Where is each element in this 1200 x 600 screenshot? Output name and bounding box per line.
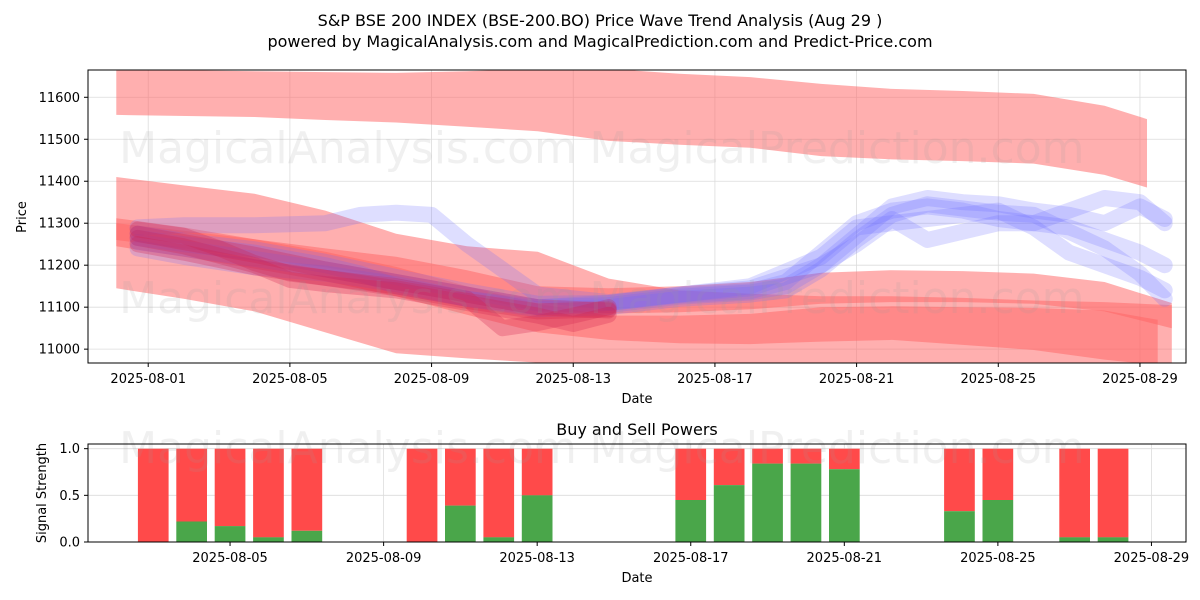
price-y-tick-label: 11300 xyxy=(39,217,80,232)
chart-title-line2: powered by MagicalAnalysis.com and Magic… xyxy=(267,32,932,51)
signal-plot-frame xyxy=(87,443,1187,543)
price-x-tick-label: 2025-08-05 xyxy=(252,372,328,387)
price-trend-lines xyxy=(129,190,1173,337)
buy-power-bar xyxy=(713,485,745,542)
price-y-tick-label: 11200 xyxy=(39,259,80,274)
price-xlabel: Date xyxy=(621,392,652,407)
signal-x-tick-label: 2025-08-17 xyxy=(653,551,729,566)
buy-power-bar xyxy=(675,500,707,542)
sell-power-bar xyxy=(406,448,438,542)
blue-trend-line xyxy=(129,204,1173,311)
signal-ylabel: Signal Strength xyxy=(35,443,50,543)
sell-power-bar xyxy=(137,448,169,542)
sell-power-bar xyxy=(483,448,515,538)
price-x-tick-label: 2025-08-21 xyxy=(819,372,895,387)
buy-power-bar xyxy=(214,526,246,542)
sell-power-bar xyxy=(675,448,707,500)
price-x-tick-label: 2025-08-29 xyxy=(1102,372,1178,387)
price-y-tick-label: 11100 xyxy=(39,301,80,316)
sell-power-bar xyxy=(445,448,476,506)
price-x-tick-label: 2025-08-25 xyxy=(960,372,1036,387)
price-x-tick-label: 2025-08-09 xyxy=(394,372,470,387)
price-ylabel: Price xyxy=(15,201,30,233)
watermark-analysis-mid: MagicalAnalysis.com xyxy=(119,273,577,324)
blue-trend-line xyxy=(129,196,1173,318)
sell-power-bar xyxy=(253,448,284,538)
sell-power-bar xyxy=(829,448,860,470)
price-plot-frame xyxy=(87,69,1187,364)
buy-power-bar xyxy=(521,495,553,542)
sell-power-bar xyxy=(713,448,745,486)
price-axes: 2025-08-01 2025-08-05 2025-08-09 2025-08-13… xyxy=(39,91,1178,387)
red-trend-line xyxy=(129,221,617,320)
watermark-prediction-mid: MagicalPrediction.com xyxy=(590,273,1085,324)
price-y-tick-label: 11000 xyxy=(39,343,80,358)
sell-power-bar xyxy=(982,448,1014,500)
buy-power-bar xyxy=(752,463,783,542)
price-x-tick-label: 2025-08-01 xyxy=(110,372,186,387)
signal-y-tick-label: 0.5 xyxy=(59,489,80,504)
sell-power-bar xyxy=(944,448,975,512)
lower-chart-title: Buy and Sell Powers xyxy=(556,420,718,439)
price-panel: MagicalAnalysis.com MagicalPrediction.co… xyxy=(15,69,1187,407)
signal-panel: MagicalAnalysis.com MagicalPrediction.co… xyxy=(35,423,1189,586)
buy-power-bar xyxy=(1059,537,1090,542)
sell-power-bar xyxy=(291,448,323,531)
buy-power-bar xyxy=(829,469,860,542)
buy-power-bar xyxy=(483,537,515,542)
sell-power-bar xyxy=(521,448,553,496)
red-trend-line xyxy=(129,229,617,332)
buy-power-bar xyxy=(944,511,975,542)
red-trend-line xyxy=(129,225,617,319)
buy-power-bar xyxy=(1097,537,1129,542)
signal-axes: 2025-08-05 2025-08-09 2025-08-13 2025-08-17… xyxy=(59,442,1189,566)
price-x-tick-label: 2025-08-13 xyxy=(535,372,611,387)
signal-bars xyxy=(137,448,1129,542)
signal-x-tick-label: 2025-08-13 xyxy=(499,551,575,566)
watermark-prediction-top: MagicalPrediction.com xyxy=(590,123,1085,174)
red-price-band xyxy=(116,218,1158,363)
sell-power-bar xyxy=(214,448,246,527)
watermark-analysis-bottom: MagicalAnalysis.com xyxy=(119,423,577,474)
buy-power-bar xyxy=(982,500,1014,542)
blue-trend-line xyxy=(129,202,1173,316)
buy-power-bar xyxy=(291,530,323,542)
signal-x-tick-label: 2025-08-21 xyxy=(807,551,883,566)
blue-trend-line xyxy=(129,190,1173,312)
sell-power-bar xyxy=(790,448,822,464)
price-x-tick-label: 2025-08-17 xyxy=(677,372,753,387)
buy-power-bar xyxy=(176,521,207,542)
price-y-tick-label: 11600 xyxy=(39,91,80,106)
price-bands xyxy=(116,70,1172,363)
signal-x-tick-label: 2025-08-05 xyxy=(192,551,268,566)
sell-power-bar xyxy=(176,448,207,522)
watermark-analysis-top: MagicalAnalysis.com xyxy=(119,123,577,174)
signal-x-tick-label: 2025-08-25 xyxy=(960,551,1036,566)
red-price-band xyxy=(116,70,1147,188)
buy-power-bar xyxy=(253,537,284,542)
red-trend-line xyxy=(129,236,617,337)
signal-y-tick-label: 0.0 xyxy=(59,536,80,551)
sell-power-bar xyxy=(752,448,783,464)
buy-power-bar xyxy=(790,463,822,542)
sell-power-bar xyxy=(1097,448,1129,538)
watermark-prediction-bottom: MagicalPrediction.com xyxy=(590,423,1085,474)
red-price-band xyxy=(116,223,1172,329)
price-y-tick-label: 11400 xyxy=(39,175,80,190)
blue-trend-line xyxy=(129,190,1173,316)
buy-power-bar xyxy=(445,505,476,542)
signal-x-tick-label: 2025-08-29 xyxy=(1114,551,1190,566)
chart-title-line1: S&P BSE 200 INDEX (BSE-200.BO) Price Wav… xyxy=(318,11,883,30)
signal-xlabel: Date xyxy=(621,571,652,586)
signal-y-tick-label: 1.0 xyxy=(59,442,80,457)
price-y-tick-label: 11500 xyxy=(39,133,80,148)
sell-power-bar xyxy=(1059,448,1090,538)
signal-x-tick-label: 2025-08-09 xyxy=(346,551,422,566)
